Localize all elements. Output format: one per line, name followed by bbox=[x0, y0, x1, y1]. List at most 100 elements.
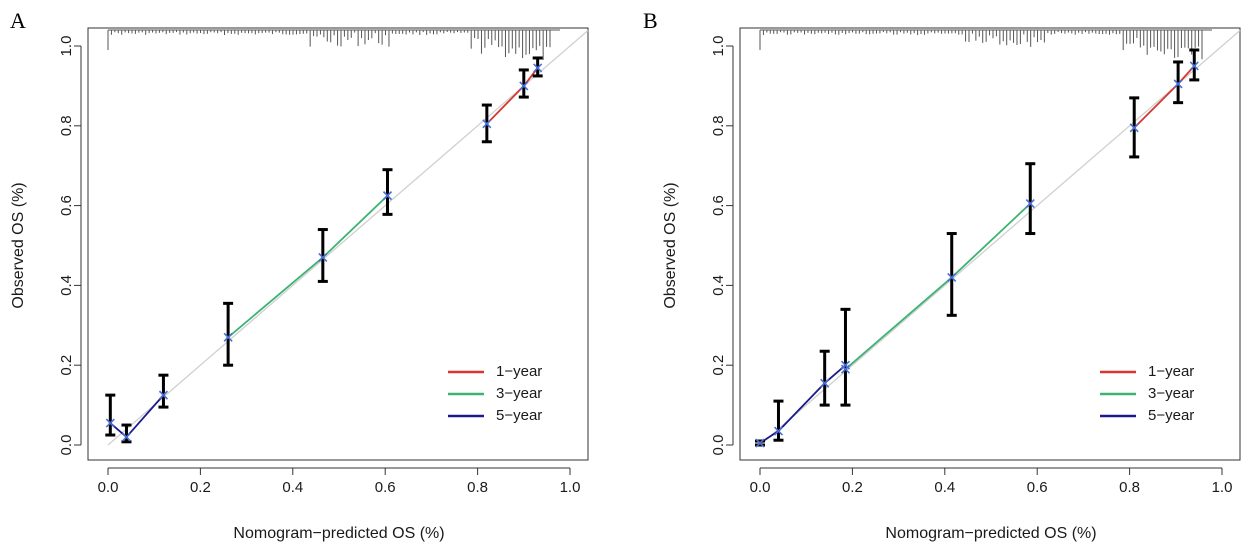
legend-label: 5−year bbox=[496, 407, 542, 424]
x-axis: 0.0 0.2 0.4 0.6 0.8 1.0 Nomogram−predicted OS … bbox=[98, 467, 581, 542]
series-line-three-year bbox=[844, 202, 1031, 370]
legend-label: 1−year bbox=[1148, 363, 1194, 380]
x-tick-label: 0.8 bbox=[1119, 479, 1140, 496]
data-point bbox=[840, 360, 851, 370]
data-point bbox=[820, 378, 830, 388]
y-axis: 0.0 0.2 0.4 0.6 0.8 1.0 Observed OS (%) bbox=[662, 36, 734, 456]
data-point-cross-b bbox=[482, 119, 492, 129]
legend-label: 3−year bbox=[496, 385, 542, 402]
data-point bbox=[158, 390, 169, 400]
x-axis: 0.0 0.2 0.4 0.6 0.8 1.0 Nomogram−predicted OS … bbox=[750, 467, 1233, 542]
data-point bbox=[1173, 79, 1183, 89]
data-point-cross-b bbox=[820, 378, 830, 388]
x-axis-title: Nomogram−predicted OS (%) bbox=[885, 525, 1096, 542]
data-point-cross-b bbox=[773, 426, 784, 436]
data-point bbox=[482, 119, 492, 129]
plot-area-b: 0.0 0.2 0.4 0.6 0.8 1.0 Nomogram−predicted OS … bbox=[662, 27, 1241, 542]
data-point-cross-b bbox=[318, 252, 328, 263]
x-tick-label: 0.2 bbox=[842, 479, 863, 496]
data-point bbox=[1025, 199, 1035, 209]
y-tick-label: 1.0 bbox=[710, 36, 727, 57]
data-point-cross-b bbox=[840, 364, 851, 374]
data-point bbox=[105, 418, 115, 428]
x-tick-label: 1.0 bbox=[560, 479, 581, 496]
data-point bbox=[318, 252, 328, 263]
data-point-cross-b bbox=[533, 63, 543, 73]
y-tick-label: 0.0 bbox=[710, 435, 727, 456]
data-point bbox=[1189, 61, 1199, 71]
x-tick-label: 0.2 bbox=[190, 479, 211, 496]
prediction-distribution-rug bbox=[759, 29, 1212, 60]
x-tick-label: 0.4 bbox=[282, 479, 303, 496]
series-line-five-year bbox=[109, 394, 165, 439]
legend-label: 3−year bbox=[1148, 385, 1194, 402]
y-tick-label: 0.2 bbox=[710, 355, 727, 376]
y-axis: 0.0 0.2 0.4 0.6 0.8 1.0 Observed OS (%) bbox=[10, 36, 82, 456]
plot-frame bbox=[739, 27, 1241, 461]
ideal-calibration-line bbox=[107, 29, 589, 446]
error-bar bbox=[121, 423, 132, 444]
error-bar bbox=[773, 399, 784, 442]
data-point-cross-b bbox=[947, 272, 957, 282]
legend-label: 1−year bbox=[496, 363, 542, 380]
legend: 1−year 3−year 5−year bbox=[1100, 363, 1194, 424]
error-bar bbox=[840, 307, 851, 407]
error-bar bbox=[1025, 162, 1036, 236]
panel-letter-b: B bbox=[643, 8, 658, 33]
data-point bbox=[223, 332, 233, 342]
calibration-panel-b: B 0.0 0.2 0.4 0.6 0.8 1.0 Nomogram−predicted O… bbox=[643, 8, 1241, 542]
panel-letter-a: A bbox=[10, 8, 26, 33]
error-bar bbox=[382, 168, 393, 216]
y-tick-label: 0.0 bbox=[58, 435, 75, 456]
error-bar bbox=[105, 393, 116, 437]
data-point-cross-b bbox=[1189, 61, 1199, 71]
data-point-cross-b bbox=[1129, 123, 1139, 133]
data-point-cross-b bbox=[121, 432, 132, 442]
x-tick-label: 0.6 bbox=[375, 479, 396, 496]
plot-frame bbox=[87, 27, 589, 461]
data-point bbox=[773, 426, 784, 436]
legend: 1−year 3−year 5−year bbox=[448, 363, 542, 424]
error-bar bbox=[1173, 60, 1184, 105]
x-tick-label: 0.0 bbox=[750, 479, 771, 496]
data-point-cross-b bbox=[1173, 79, 1183, 89]
series-line-five-year bbox=[759, 364, 847, 444]
x-tick-label: 0.0 bbox=[98, 479, 119, 496]
plot-area-a: 0.0 0.2 0.4 0.6 0.8 1.0 Nomogram−predicted OS … bbox=[10, 27, 589, 542]
x-tick-label: 1.0 bbox=[1212, 479, 1233, 496]
data-point-cross-b bbox=[519, 81, 529, 91]
y-tick-label: 0.8 bbox=[58, 115, 75, 136]
data-point bbox=[1129, 123, 1139, 133]
x-tick-label: 0.4 bbox=[934, 479, 955, 496]
data-point bbox=[121, 432, 132, 442]
data-point bbox=[840, 364, 851, 374]
error-bar bbox=[819, 349, 830, 407]
observed-points bbox=[105, 63, 543, 442]
y-tick-label: 0.2 bbox=[58, 355, 75, 376]
series-line-one-year bbox=[1133, 65, 1195, 129]
y-axis-title: Observed OS (%) bbox=[662, 182, 679, 308]
legend-label: 5−year bbox=[1148, 407, 1194, 424]
data-point-cross-b bbox=[840, 360, 851, 370]
data-point bbox=[519, 81, 529, 91]
prediction-distribution-rug bbox=[107, 29, 560, 60]
y-tick-label: 1.0 bbox=[58, 36, 75, 57]
series-line-three-year bbox=[227, 194, 389, 338]
data-point-cross-b bbox=[105, 418, 115, 428]
y-tick-label: 0.6 bbox=[710, 195, 727, 216]
error-bar bbox=[158, 373, 169, 409]
y-tick-label: 0.4 bbox=[58, 275, 75, 296]
x-tick-label: 0.6 bbox=[1027, 479, 1048, 496]
y-tick-label: 0.8 bbox=[710, 115, 727, 136]
data-point-cross-b bbox=[158, 390, 169, 400]
x-tick-label: 0.8 bbox=[467, 479, 488, 496]
calibration-panel-a: A 0.0 0.2 0.4 0.6 0.8 1.0 Nomogram−predicted O… bbox=[10, 8, 589, 542]
y-tick-label: 0.4 bbox=[710, 275, 727, 296]
y-axis-title: Observed OS (%) bbox=[10, 182, 27, 308]
error-bar bbox=[946, 232, 957, 317]
observed-points bbox=[755, 61, 1199, 448]
data-point-cross-b bbox=[755, 438, 765, 448]
data-point-cross-b bbox=[1025, 199, 1035, 209]
error-bar bbox=[317, 228, 328, 283]
